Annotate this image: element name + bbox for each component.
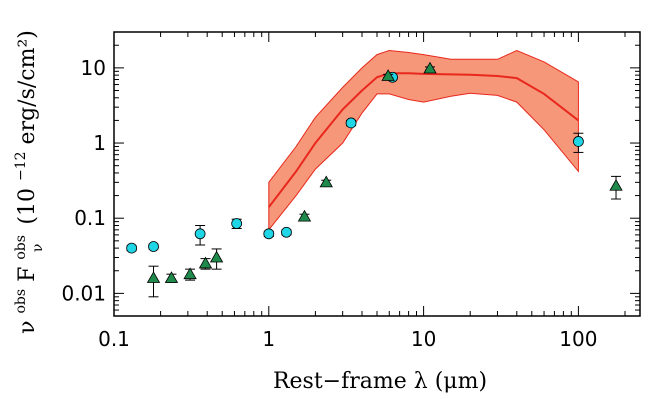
circle-marker [281, 226, 292, 238]
x-tick-label: 10 [411, 327, 436, 351]
y-tick-label: 0.01 [61, 281, 106, 305]
x-tick-label: 1 [262, 327, 275, 351]
data-point-triangle [609, 175, 623, 200]
circle-marker [345, 117, 357, 129]
data-point-triangle [297, 209, 312, 222]
data-point-triangle [198, 256, 213, 270]
uncertainty-band [268, 49, 579, 232]
circle-marker [263, 228, 275, 240]
data-point-triangle [381, 69, 395, 81]
data-point-triangle [146, 265, 161, 298]
triangle-marker [297, 209, 312, 222]
data-point-circle [281, 226, 292, 238]
model-line [268, 72, 580, 208]
y-title-units-exp: −12 [13, 151, 29, 181]
data-point-circle [194, 224, 206, 246]
triangle-marker [209, 250, 224, 263]
data-point-circle [345, 117, 357, 129]
circle-marker [194, 228, 206, 240]
data-point-triangle [183, 267, 197, 281]
y-title-F-sup: obs [13, 235, 29, 260]
y-tick-label: 1 [93, 131, 106, 155]
triangle-marker [183, 267, 197, 280]
circle-marker [572, 136, 584, 147]
circle-marker [148, 241, 159, 252]
triangle-marker [198, 256, 213, 269]
data-point-circle [148, 241, 159, 252]
triangle-marker [164, 271, 179, 283]
y-title-units-open: (10 [15, 188, 40, 225]
data-point-triangle [209, 248, 224, 270]
y-tick-label: 10 [81, 56, 106, 80]
data-point-circle [263, 228, 275, 240]
data-point-triangle [423, 61, 437, 74]
tick-labels: 0.1 1 10 100 0.01 0.1 1 10 [61, 56, 597, 351]
triangle-marker [609, 178, 623, 191]
model-uncertainty-band [268, 49, 579, 232]
triangle-marker [423, 61, 437, 74]
y-tick-label: 0.1 [74, 206, 106, 230]
y-title-nu: ν [15, 321, 40, 334]
x-tick-label: 100 [559, 327, 597, 351]
triangle-marker [381, 69, 395, 81]
data-points-layer [126, 61, 623, 298]
model-line-layer [268, 72, 580, 208]
circle-marker [126, 242, 138, 254]
x-axis-title: Rest−frame λ (μm) [273, 369, 487, 394]
y-title-nu-sup: obs [13, 289, 29, 314]
axis-ticks [113, 31, 640, 317]
y-axis-title: ν obs F obs ν (10 −12 erg/s/cm²) [6, 30, 48, 334]
y-title-units-close: erg/s/cm²) [15, 30, 40, 144]
data-point-circle [572, 132, 584, 153]
data-point-triangle [319, 175, 333, 188]
data-point-triangle [164, 271, 179, 283]
x-tick-label: 0.1 [98, 327, 130, 351]
data-point-circle [231, 218, 243, 229]
triangle-marker [146, 271, 161, 283]
data-point-circle [126, 242, 138, 254]
circle-marker [231, 218, 243, 229]
triangle-marker [319, 175, 333, 188]
y-title-F: F [15, 267, 40, 282]
y-title-F-sub: ν [30, 244, 46, 253]
